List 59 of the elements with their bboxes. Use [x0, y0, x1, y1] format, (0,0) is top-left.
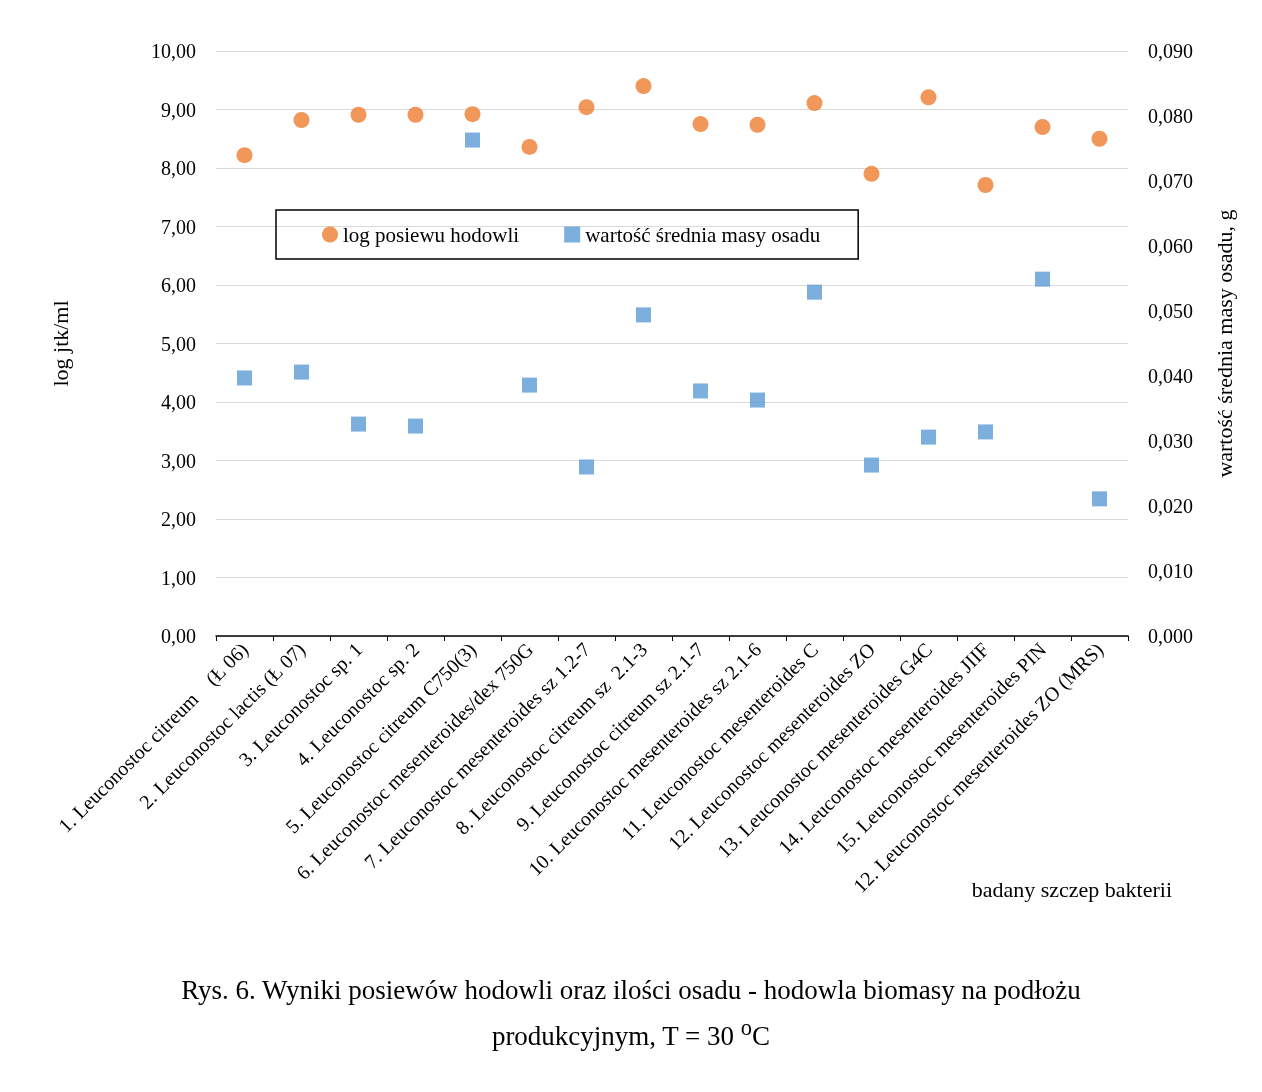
y2-tick-label: 0,010	[1148, 560, 1193, 582]
point	[465, 132, 480, 148]
point	[350, 106, 367, 123]
point	[864, 457, 879, 473]
x-axis-title: badany szczep bakterii	[970, 877, 1173, 903]
point	[407, 106, 424, 123]
legend-label: log posiewu hodowli	[343, 222, 520, 247]
point	[579, 459, 594, 475]
y2-tick-label: 0,070	[1148, 170, 1193, 192]
point	[636, 307, 651, 323]
point	[920, 89, 937, 106]
point	[237, 370, 252, 386]
y-tick-label: 1,00	[161, 566, 196, 589]
point	[464, 106, 481, 123]
point	[977, 176, 994, 193]
text: Rys. 6. Wyniki posiewów hodowli oraz ilości osadu - hodowla biomasy na podłożu produkcyjnym, T = 30 $^{o}$C	[180, 974, 1082, 1053]
point	[693, 383, 708, 399]
y2-tick-label: 0,020	[1148, 495, 1193, 517]
y-tick-label: 0,00	[161, 625, 196, 647]
point	[236, 147, 253, 164]
y2-tick-label: 0,090	[1148, 40, 1193, 62]
y-tick-label: 8,00	[161, 157, 196, 179]
point	[293, 112, 310, 129]
point	[635, 78, 652, 95]
point	[1092, 491, 1107, 507]
y-tick-label: 9,00	[161, 98, 196, 121]
point	[692, 116, 709, 133]
point	[978, 424, 993, 440]
y-tick-label: 7,00	[161, 215, 196, 238]
y2-tick-label: 0,080	[1148, 105, 1193, 127]
y2-axis-title: wartość średnia masy osadu, g	[1211, 209, 1237, 478]
point	[294, 364, 309, 380]
point	[1034, 119, 1051, 136]
point	[749, 116, 766, 133]
y2-tick-label: 0,060	[1148, 235, 1193, 257]
legend-label: wartość średnia masy osadu	[585, 222, 821, 247]
point	[1035, 271, 1050, 287]
point	[408, 418, 423, 434]
y-tick-label: 10,00	[151, 40, 196, 62]
point	[521, 138, 538, 155]
y-tick-label: 5,00	[161, 332, 196, 355]
y2-tick-label: 0,050	[1148, 300, 1193, 322]
point	[807, 284, 822, 300]
y-axis-title: log jtk/ml	[47, 300, 73, 387]
y-tick-label: 4,00	[161, 391, 196, 413]
point	[1091, 130, 1108, 147]
y-tick-label: 3,00	[161, 449, 196, 472]
y2-tick-label: 0,000	[1148, 625, 1193, 647]
point	[806, 95, 823, 112]
y2-tick-label: 0,030	[1148, 430, 1193, 452]
y2-tick-label: 0,040	[1148, 365, 1193, 387]
point	[921, 429, 936, 445]
y-tick-label: 6,00	[161, 274, 196, 296]
y-tick-label: 2,00	[161, 508, 196, 530]
point	[522, 377, 537, 393]
point	[351, 416, 366, 432]
point	[863, 165, 880, 182]
point	[750, 392, 765, 408]
point	[578, 99, 595, 116]
